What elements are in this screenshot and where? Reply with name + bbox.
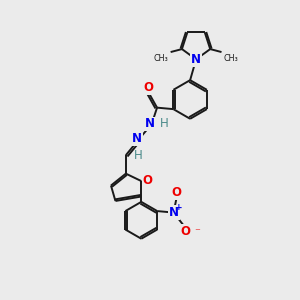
Text: N: N	[169, 206, 178, 219]
Text: O: O	[144, 81, 154, 94]
Text: CH₃: CH₃	[224, 54, 239, 63]
Text: ⁻: ⁻	[194, 227, 200, 238]
Text: N: N	[132, 132, 142, 146]
Text: +: +	[175, 203, 183, 212]
Text: N: N	[191, 53, 201, 66]
Text: CH₃: CH₃	[154, 54, 168, 63]
Text: H: H	[134, 149, 143, 162]
Text: H: H	[160, 117, 169, 130]
Text: N: N	[145, 118, 155, 130]
Text: O: O	[172, 186, 182, 199]
Text: O: O	[180, 225, 190, 238]
Text: O: O	[143, 174, 153, 187]
